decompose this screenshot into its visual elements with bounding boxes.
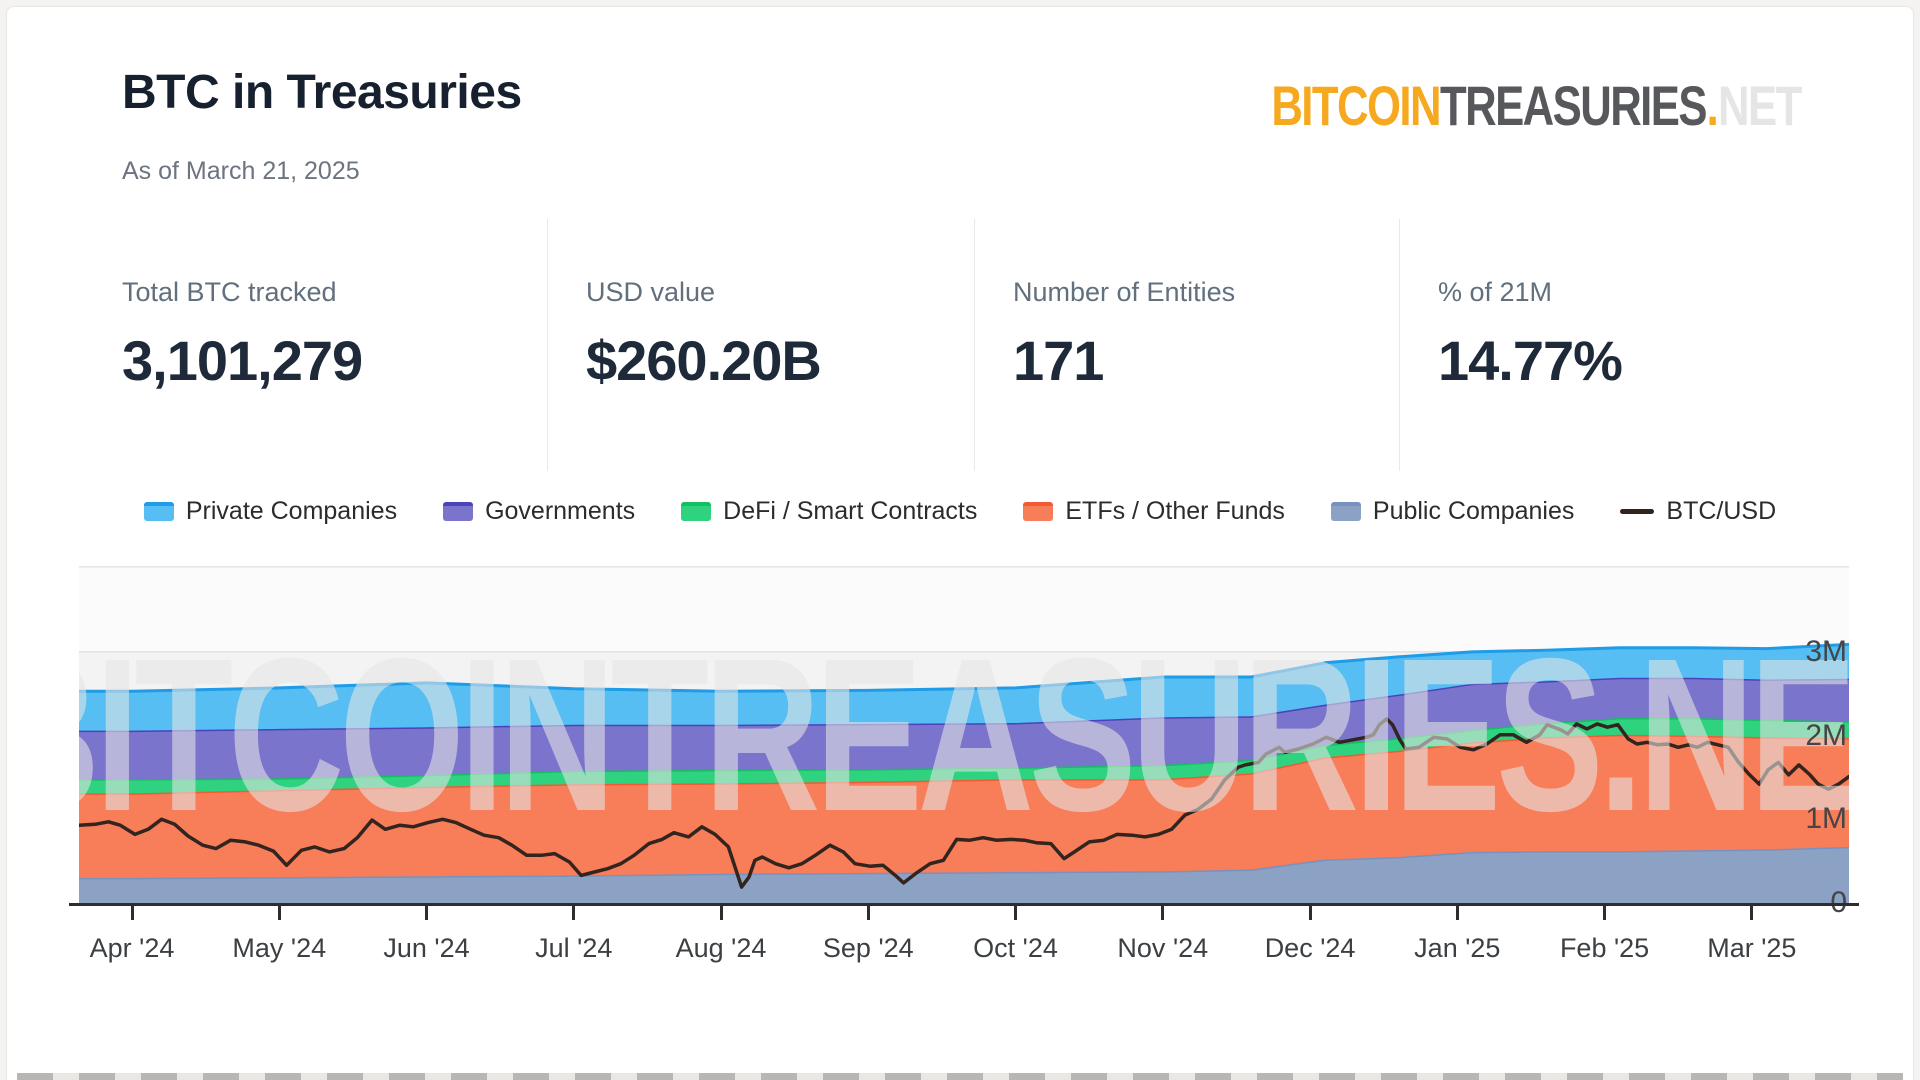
legend-swatch-icon xyxy=(1330,502,1361,521)
cutoff-next-section xyxy=(17,1073,1903,1080)
stat-value: 14.77% xyxy=(1438,329,1623,392)
dashboard-card: BTC in Treasuries As of March 21, 2025 B… xyxy=(6,6,1914,1080)
x-axis-tick xyxy=(425,906,429,920)
x-axis-label: May '24 xyxy=(232,933,327,963)
x-axis-line xyxy=(69,903,1859,906)
y-axis-label: 1M xyxy=(1805,802,1847,836)
stat-label: Total BTC tracked xyxy=(122,277,337,307)
x-axis-label: Sep '24 xyxy=(822,933,914,963)
logo-part-net: NET xyxy=(1718,74,1802,137)
x-axis-label: Mar '25 xyxy=(1707,933,1797,963)
x-axis-tick xyxy=(1308,906,1312,920)
stat-value: $260.20B xyxy=(586,329,822,392)
stat-entities: Number of Entities 171 xyxy=(974,219,1399,471)
legend-item-public-companies[interactable]: Public Companies xyxy=(1330,497,1575,526)
cutoff-text-tops xyxy=(17,1073,1903,1080)
stat-label: Number of Entities xyxy=(1013,277,1236,307)
x-axis-tick xyxy=(1455,906,1459,920)
legend-swatch-icon xyxy=(143,502,174,521)
x-axis-label: Jan '25 xyxy=(1414,933,1501,963)
stat-label: % of 21M xyxy=(1438,277,1553,307)
x-axis-label: Oct '24 xyxy=(973,933,1058,963)
x-axis-label: Aug '24 xyxy=(675,933,767,963)
x-axis-tick xyxy=(572,906,576,920)
x-axis-tick xyxy=(277,906,281,920)
legend-label: ETFs / Other Funds xyxy=(1065,497,1285,525)
stat-pct-21m: % of 21M 14.77% xyxy=(1399,219,1818,471)
x-axis-label: Apr '24 xyxy=(89,933,175,963)
x-axis-tick xyxy=(1014,906,1018,920)
x-axis-tick xyxy=(866,906,870,920)
stat-value: 3,101,279 xyxy=(122,329,363,392)
legend-item-private-companies[interactable]: Private Companies xyxy=(143,497,398,526)
legend-label: Governments xyxy=(485,497,636,525)
logo-part-bitcoin: BITCOIN xyxy=(1271,74,1442,137)
x-axis-label: Jun '24 xyxy=(383,933,470,963)
stat-label: USD value xyxy=(586,277,716,307)
bitcointreasuries-logo[interactable]: BITCOINTREASURIES.NET xyxy=(1271,73,1803,138)
legend-item-governments[interactable]: Governments xyxy=(443,497,635,526)
x-axis-tick xyxy=(1603,906,1607,920)
legend-swatch-icon xyxy=(443,502,474,521)
legend-item-etfs[interactable]: ETFs / Other Funds xyxy=(1023,497,1285,526)
x-axis-tick xyxy=(130,906,134,920)
legend-swatch-icon xyxy=(1023,502,1054,521)
legend-label: Private Companies xyxy=(185,497,398,525)
legend-label: Public Companies xyxy=(1372,497,1575,525)
as-of-date: As of March 21, 2025 xyxy=(122,157,360,185)
legend-item-btcusd[interactable]: BTC/USD xyxy=(1620,497,1776,526)
legend-item-defi[interactable]: DeFi / Smart Contracts xyxy=(681,497,977,526)
x-axis-tick xyxy=(1750,906,1754,920)
stacked-area-chart[interactable] xyxy=(79,566,1849,905)
x-axis-tick xyxy=(1161,906,1165,920)
y-axis-label: 0 xyxy=(1757,887,1847,919)
legend-swatch-icon xyxy=(681,502,712,521)
logo-part-treasuries: TREASURIES xyxy=(1440,74,1707,137)
chart-legend: Private Companies Governments DeFi / Sma… xyxy=(7,497,1913,526)
stat-usd-value: USD value $260.20B xyxy=(547,219,974,471)
y-axis-label: 2M xyxy=(1805,718,1847,752)
stat-total-btc: Total BTC tracked 3,101,279 xyxy=(122,219,547,471)
x-axis-label: Jul '24 xyxy=(535,933,613,963)
x-axis-label: Feb '25 xyxy=(1559,933,1650,963)
legend-label: BTC/USD xyxy=(1666,497,1777,525)
stat-value: 171 xyxy=(1013,329,1104,392)
x-axis-label: Dec '24 xyxy=(1264,933,1356,963)
x-axis-tick xyxy=(719,906,723,920)
x-axis-label: Nov '24 xyxy=(1117,933,1209,963)
stats-row: Total BTC tracked 3,101,279 USD value $2… xyxy=(122,219,1818,471)
legend-label: DeFi / Smart Contracts xyxy=(723,497,978,525)
y-axis-label: 3M xyxy=(1805,634,1847,668)
legend-line-icon xyxy=(1620,509,1655,514)
page-title: BTC in Treasuries xyxy=(122,66,522,119)
logo-dot: . xyxy=(1706,74,1719,137)
